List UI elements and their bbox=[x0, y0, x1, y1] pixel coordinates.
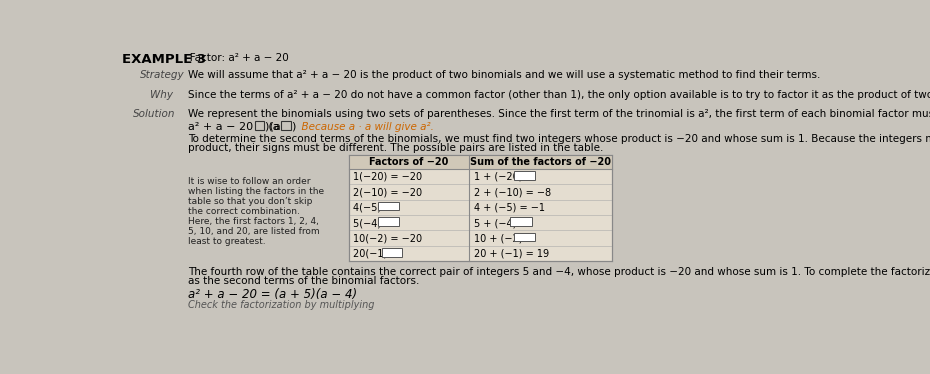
Text: 1 + (−20) =: 1 + (−20) = bbox=[473, 172, 537, 182]
Text: product, their signs must be different. The possible pairs are listed in the tab: product, their signs must be different. … bbox=[188, 142, 604, 153]
Text: Why: Why bbox=[151, 89, 173, 99]
Text: 2 + (−10) = −8: 2 + (−10) = −8 bbox=[473, 187, 551, 197]
Text: 10 + (−2) =: 10 + (−2) = bbox=[473, 233, 537, 243]
Bar bbox=[379, 217, 398, 226]
Bar bbox=[379, 202, 398, 211]
Bar bbox=[382, 248, 402, 257]
Text: least to greatest.: least to greatest. bbox=[188, 237, 266, 246]
Text: the correct combination.: the correct combination. bbox=[188, 206, 300, 215]
Text: 10(−2) = −20: 10(−2) = −20 bbox=[353, 233, 422, 243]
Text: To determine the second terms of the binomials, we must find two integers whose : To determine the second terms of the bin… bbox=[188, 134, 930, 144]
Text: EXAMPLE 3: EXAMPLE 3 bbox=[123, 53, 206, 66]
Text: ): ) bbox=[290, 122, 295, 132]
Bar bbox=[513, 233, 536, 241]
Text: Strategy: Strategy bbox=[140, 70, 184, 80]
Text: 2(−10) = −20: 2(−10) = −20 bbox=[353, 187, 422, 197]
Bar bbox=[349, 155, 612, 169]
Text: table so that you don’t skip: table so that you don’t skip bbox=[188, 197, 312, 206]
Text: 4(−5) =: 4(−5) = bbox=[353, 203, 396, 213]
Bar bbox=[349, 155, 612, 261]
Text: We will assume that a² + a − 20 is the product of two binomials and we will use : We will assume that a² + a − 20 is the p… bbox=[188, 70, 820, 80]
Text: Factor: a² + a − 20: Factor: a² + a − 20 bbox=[179, 53, 288, 63]
Text: 5, 10, and 20, are listed from: 5, 10, and 20, are listed from bbox=[188, 227, 320, 236]
Bar bbox=[255, 121, 264, 129]
Text: 20(−1) =: 20(−1) = bbox=[353, 249, 402, 259]
Bar bbox=[281, 121, 290, 129]
Text: )(a: )(a bbox=[264, 122, 280, 132]
Text: Here, the first factors 1, 2, 4,: Here, the first factors 1, 2, 4, bbox=[188, 217, 319, 226]
Text: Factors of −20: Factors of −20 bbox=[369, 157, 448, 167]
Text: Check the factorization by multiplying: Check the factorization by multiplying bbox=[188, 300, 375, 310]
Text: a² + a − 20 = (a + 5)(a − 4): a² + a − 20 = (a + 5)(a − 4) bbox=[188, 288, 357, 301]
Text: 1(−20) = −20: 1(−20) = −20 bbox=[353, 172, 422, 182]
Text: 20 + (−1) = 19: 20 + (−1) = 19 bbox=[473, 249, 549, 259]
Bar bbox=[513, 171, 536, 180]
Text: We represent the binomials using two sets of parentheses. Since the first term o: We represent the binomials using two set… bbox=[188, 109, 930, 119]
Text: It is wise to follow an order: It is wise to follow an order bbox=[188, 177, 311, 186]
Text: Sum of the factors of −20: Sum of the factors of −20 bbox=[470, 157, 611, 167]
Text: as the second terms of the binomial factors.: as the second terms of the binomial fact… bbox=[188, 276, 419, 286]
Bar bbox=[510, 217, 532, 226]
Text: 5 + (−4) =: 5 + (−4) = bbox=[473, 218, 530, 228]
Text: Because a · a will give a².: Because a · a will give a². bbox=[295, 122, 433, 132]
Text: 4 + (−5) = −1: 4 + (−5) = −1 bbox=[473, 203, 545, 213]
Text: The fourth row of the table contains the correct pair of integers 5 and −4, whos: The fourth row of the table contains the… bbox=[188, 267, 930, 278]
Text: 5(−4) =: 5(−4) = bbox=[353, 218, 396, 228]
Text: a² + a − 20 = (a: a² + a − 20 = (a bbox=[188, 122, 281, 132]
Text: Since the terms of a² + a − 20 do not have a common factor (other than 1), the o: Since the terms of a² + a − 20 do not ha… bbox=[188, 89, 930, 99]
Text: Solution: Solution bbox=[133, 109, 176, 119]
Text: when listing the factors in the: when listing the factors in the bbox=[188, 187, 325, 196]
